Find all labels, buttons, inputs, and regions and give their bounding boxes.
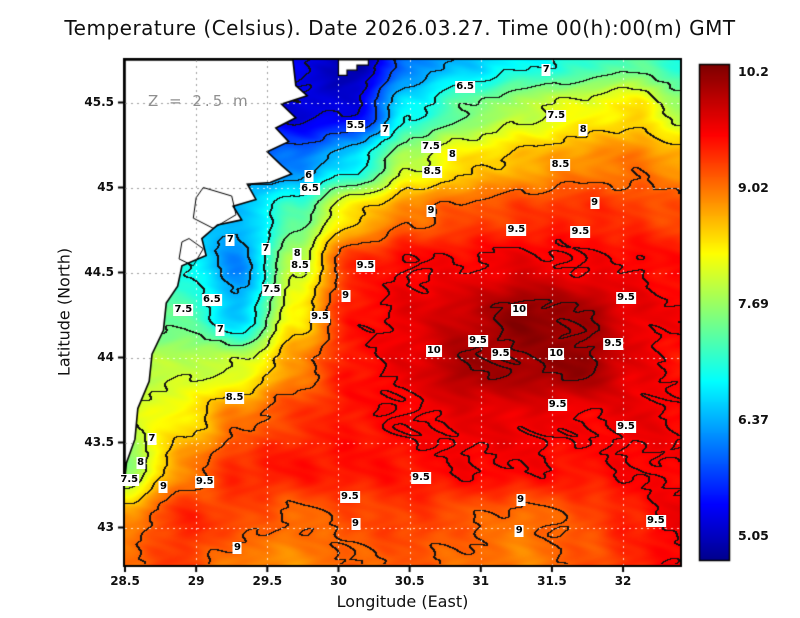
y-axis-title: Latitude (North) [54, 247, 74, 377]
x-axis-title: Longitude (East) [336, 592, 469, 611]
depth-annotation: Z = 2.5 m [148, 92, 251, 110]
chart-title: Temperature (Celsius). Date 2026.03.27. … [64, 16, 736, 40]
